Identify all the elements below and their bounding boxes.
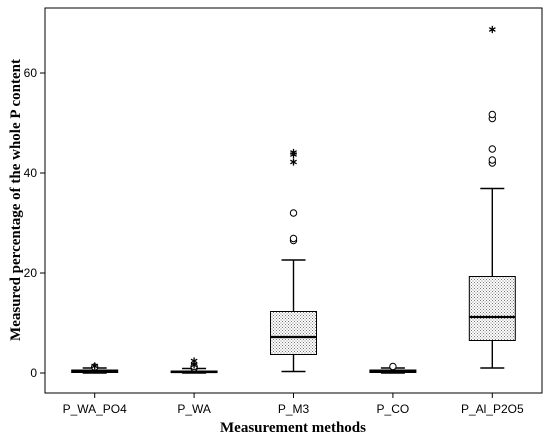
x-tick-label: P_WA: [177, 402, 211, 416]
extreme-point: [290, 158, 297, 166]
outlier-point: [289, 209, 298, 217]
y-tick-label: 60: [24, 66, 38, 80]
iqr-box: [468, 276, 516, 341]
x-tick-label: P_Al_P2O5: [461, 402, 524, 416]
outlier-point: [389, 362, 397, 371]
box-p-al-p2o5: [468, 25, 516, 369]
x-tick-label: P_WA_PO4: [63, 402, 128, 416]
box-series: [71, 25, 516, 374]
extreme-point: [488, 25, 496, 34]
extreme-point: [91, 362, 99, 370]
y-tick-label: 20: [24, 266, 38, 280]
extreme-point: [290, 148, 297, 157]
y-axis-title: Measured percentage of the whole P conte…: [8, 59, 24, 341]
outlier-point: [488, 110, 496, 119]
x-axis: P_WA_PO4 P_WA P_M3 P_CO P_Al_P2O5: [63, 393, 524, 416]
outlier-point: [289, 234, 298, 243]
box-p-m3: [270, 148, 317, 373]
y-tick-label: 40: [24, 166, 38, 180]
y-axis: 0 20 40 60: [24, 66, 45, 380]
y-tick-label: 0: [30, 366, 37, 380]
extreme-point: [190, 357, 198, 365]
iqr-box: [270, 311, 317, 355]
x-tick-label: P_M3: [278, 402, 310, 416]
outlier-point: [488, 145, 496, 153]
box-p-co: [369, 362, 417, 374]
x-axis-title: Measurement methods: [220, 420, 366, 436]
outlier-point: [488, 156, 496, 164]
box-p-wa: [170, 357, 218, 374]
x-tick-label: P_CO: [377, 402, 410, 416]
box-p-wa-po4: [71, 362, 119, 374]
